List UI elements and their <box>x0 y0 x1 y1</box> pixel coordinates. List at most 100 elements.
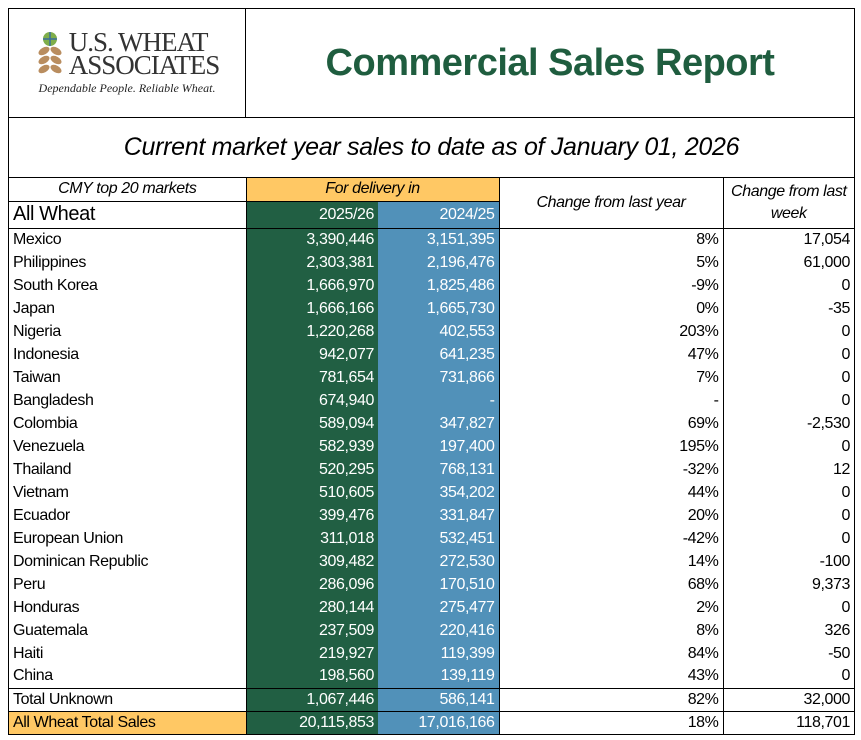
report-subtitle: Current market year sales to date as of … <box>9 118 854 178</box>
change-from-last-year: -9% <box>498 274 724 297</box>
market-name: Vietnam <box>13 483 69 501</box>
table-row: Mexico 3,390,446 3,151,395 8% 17,054 <box>9 227 855 251</box>
sales-2025-26: 1,666,166 <box>245 297 378 320</box>
change-from-last-year: 47% <box>498 343 724 366</box>
sales-2024-25: 272,530 <box>378 550 500 573</box>
sales-2024-25: 331,847 <box>378 504 500 527</box>
header-row-1: CMY top 20 markets For delivery in Chang… <box>9 178 855 228</box>
sales-2025-26: 309,482 <box>245 550 378 573</box>
change-from-last-week: 118,701 <box>722 710 855 734</box>
market-name: Mexico <box>9 227 246 251</box>
sales-2024-25: 17,016,166 <box>378 710 500 734</box>
sales-2024-25: 586,141 <box>378 687 500 711</box>
wheat-globe-icon <box>38 31 62 73</box>
market-name: All Wheat Total Sales <box>9 710 246 734</box>
tagline: Dependable People. Reliable Wheat. <box>38 80 216 95</box>
table-row: Thailand 520,295 768,131 -32% 12 <box>9 458 855 481</box>
market-name: Honduras <box>13 598 80 616</box>
sales-2024-25: - <box>378 389 500 412</box>
change-week-header: Change from last week <box>722 178 855 228</box>
table-row: Peru 286,096 170,510 68% 9,373 <box>9 573 855 596</box>
sales-2025-26: 286,096 <box>245 573 378 596</box>
header-row-2: All Wheat 2025/26 2024/25 <box>9 200 854 228</box>
table-row: South Korea 1,666,970 1,825,486 -9% 0 <box>9 274 855 297</box>
change-from-last-year: -42% <box>498 527 724 550</box>
sales-2025-26: 2,303,381 <box>245 251 378 274</box>
market-name: Venezuela <box>13 437 85 455</box>
change-from-last-week: 0 <box>722 665 855 688</box>
sales-table: CMY top 20 markets For delivery in Chang… <box>9 178 855 734</box>
table-row: Haiti 219,927 119,399 84% -50 <box>9 642 855 665</box>
market-name: Peru <box>13 575 46 593</box>
sales-2024-25: 3,151,395 <box>378 227 500 251</box>
market-name: Japan <box>13 299 55 317</box>
change-from-last-year: 203% <box>498 320 724 343</box>
sales-2024-25: 402,553 <box>378 320 500 343</box>
sales-2025-26: 1,067,446 <box>245 687 378 711</box>
sales-2025-26: 1,220,268 <box>245 320 378 343</box>
sales-2025-26: 942,077 <box>245 343 378 366</box>
change-from-last-week: 0 <box>722 527 855 550</box>
table-row: Honduras 280,144 275,477 2% 0 <box>9 596 855 619</box>
change-from-last-year: 84% <box>498 642 724 665</box>
page-title: Commercial Sales Report <box>325 41 775 84</box>
market-name: Total Unknown <box>9 687 246 711</box>
market-name: Dominican Republic <box>13 552 149 570</box>
market-name: China <box>13 667 53 685</box>
change-from-last-year: - <box>498 389 724 412</box>
change-from-last-year: 8% <box>498 227 724 251</box>
sales-2024-25: 354,202 <box>378 481 500 504</box>
change-from-last-week: 0 <box>722 435 855 458</box>
table-row: European Union 311,018 532,451 -42% 0 <box>9 527 855 550</box>
uswa-logo: U.S. WHEAT ASSOCIATES Dependable People.… <box>9 9 246 117</box>
sales-2024-25: 170,510 <box>378 573 500 596</box>
sales-2025-26: 589,094 <box>245 412 378 435</box>
market-name: Thailand <box>13 460 72 478</box>
change-from-last-week: 32,000 <box>722 687 855 711</box>
sales-2024-25: 347,827 <box>378 412 500 435</box>
sales-2024-25: 220,416 <box>378 619 500 642</box>
change-from-last-year: 20% <box>498 504 724 527</box>
change-from-last-week: 17,054 <box>722 227 855 251</box>
sales-2024-25: 197,400 <box>378 435 500 458</box>
table-row: Venezuela 582,939 197,400 195% 0 <box>9 435 855 458</box>
change-from-last-week: 9,373 <box>722 573 855 596</box>
delivery-header: For delivery in <box>245 178 500 201</box>
market-name: Colombia <box>13 414 78 432</box>
sales-2025-26: 582,939 <box>245 435 378 458</box>
total-unknown-row: Total Unknown 1,067,446 586,141 82% 32,000 <box>9 687 855 711</box>
change-from-last-week: 0 <box>722 343 855 366</box>
sales-2024-25: 641,235 <box>378 343 500 366</box>
year2-header: 2024/25 <box>378 200 500 228</box>
market-name: Taiwan <box>13 368 61 386</box>
sales-2024-25: 532,451 <box>378 527 500 550</box>
sales-2024-25: 119,399 <box>378 642 500 665</box>
change-from-last-week: 0 <box>722 389 855 412</box>
change-from-last-week: 0 <box>722 596 855 619</box>
change-from-last-year: 82% <box>498 687 724 711</box>
sales-2025-26: 20,115,853 <box>245 710 378 734</box>
change-from-last-year: 18% <box>498 710 724 734</box>
sales-2025-26: 781,654 <box>245 366 378 389</box>
table-row: Ecuador 399,476 331,847 20% 0 <box>9 504 855 527</box>
table-row: Nigeria 1,220,268 402,553 203% 0 <box>9 320 855 343</box>
total-sales-row: All Wheat Total Sales 20,115,853 17,016,16… <box>9 710 855 734</box>
table-row: Vietnam 510,605 354,202 44% 0 <box>9 481 855 504</box>
sales-2025-26: 3,390,446 <box>245 227 378 251</box>
change-from-last-year: 68% <box>498 573 724 596</box>
table-row: Guatemala 237,509 220,416 8% 326 <box>9 619 855 642</box>
change-from-last-year: 14% <box>498 550 724 573</box>
change-from-last-week: -50 <box>722 642 855 665</box>
sales-2024-25: 2,196,476 <box>378 251 500 274</box>
change-year-header: Change from last year <box>498 178 724 228</box>
table-row: Dominican Republic 309,482 272,530 14% -100 <box>9 550 855 573</box>
change-from-last-year: 69% <box>498 412 724 435</box>
change-from-last-year: 2% <box>498 596 724 619</box>
report-header: U.S. WHEAT ASSOCIATES Dependable People.… <box>9 9 854 118</box>
change-from-last-year: 7% <box>498 366 724 389</box>
table-row: Indonesia 942,077 641,235 47% 0 <box>9 343 855 366</box>
table-row: Colombia 589,094 347,827 69% -2,530 <box>9 412 855 435</box>
change-from-last-week: 12 <box>722 458 855 481</box>
market-name: South Korea <box>13 276 98 294</box>
sales-2024-25: 1,825,486 <box>378 274 500 297</box>
